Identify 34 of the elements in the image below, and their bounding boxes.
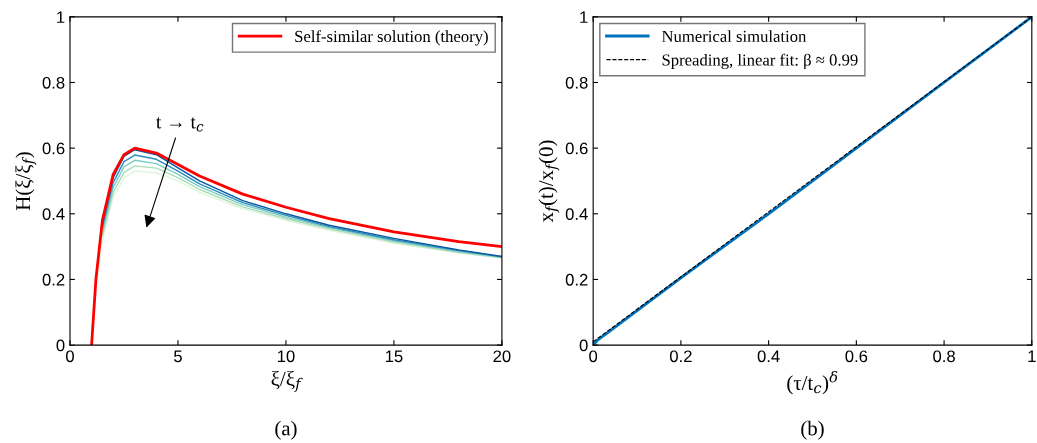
y-tick-label: 0.4 — [42, 208, 65, 220]
y-tick-label: 0.6 — [42, 142, 65, 155]
x-tick-label: 0.8 — [933, 350, 955, 363]
y-tick-label: 0.2 — [565, 273, 588, 286]
x-tick-label: 0.6 — [845, 350, 868, 363]
y-tick-label: 0.8 — [565, 76, 588, 89]
y-tick-label: 0 — [56, 339, 65, 352]
x-tick-label: 0 — [66, 350, 74, 363]
x-tick-label: 0.2 — [669, 350, 692, 363]
y-tick-label: 0.2 — [42, 273, 65, 286]
x-tick-label: 5 — [174, 350, 182, 363]
y-tick-label: 0.6 — [565, 142, 588, 155]
legend-label: Self-similar solution (theory) — [295, 30, 488, 46]
text: (a) — [275, 420, 297, 440]
y-tick-label: 1 — [57, 11, 65, 23]
legend-label: Spreading, linear fit: β ≈ 0.99 — [662, 53, 858, 70]
x-tick-label: 10 — [277, 350, 295, 363]
x-tick-label: 0.4 — [757, 350, 780, 363]
y-axis-title: H(ξ/ξ$_{f}$) — [15, 152, 37, 211]
x-tick-label: 1 — [1028, 350, 1036, 363]
y-tick-label: 1 — [580, 11, 588, 23]
y-tick-label: 0 — [579, 339, 588, 352]
y-axis-title: x$_{f}$(t)/x$_{f}$(0) — [538, 140, 560, 223]
x-tick-label: 20 — [493, 350, 511, 363]
x-tick-label: 0 — [589, 350, 598, 363]
y-tick-label: 0.4 — [565, 208, 588, 220]
y-tick-label: 0.8 — [42, 76, 65, 89]
x-axis-title: (τ/t$_{c}$)$^{δ}$ — [787, 371, 838, 395]
legend-label: Numerical simulation — [661, 30, 807, 42]
line-series — [90, 146, 502, 346]
text: (b) — [801, 420, 824, 440]
annotation: t → t$_{c}$ — [156, 117, 204, 132]
x-tick-label: 15 — [385, 350, 403, 363]
x-axis-title: ξ/ξ$_{f}$ — [271, 371, 303, 392]
